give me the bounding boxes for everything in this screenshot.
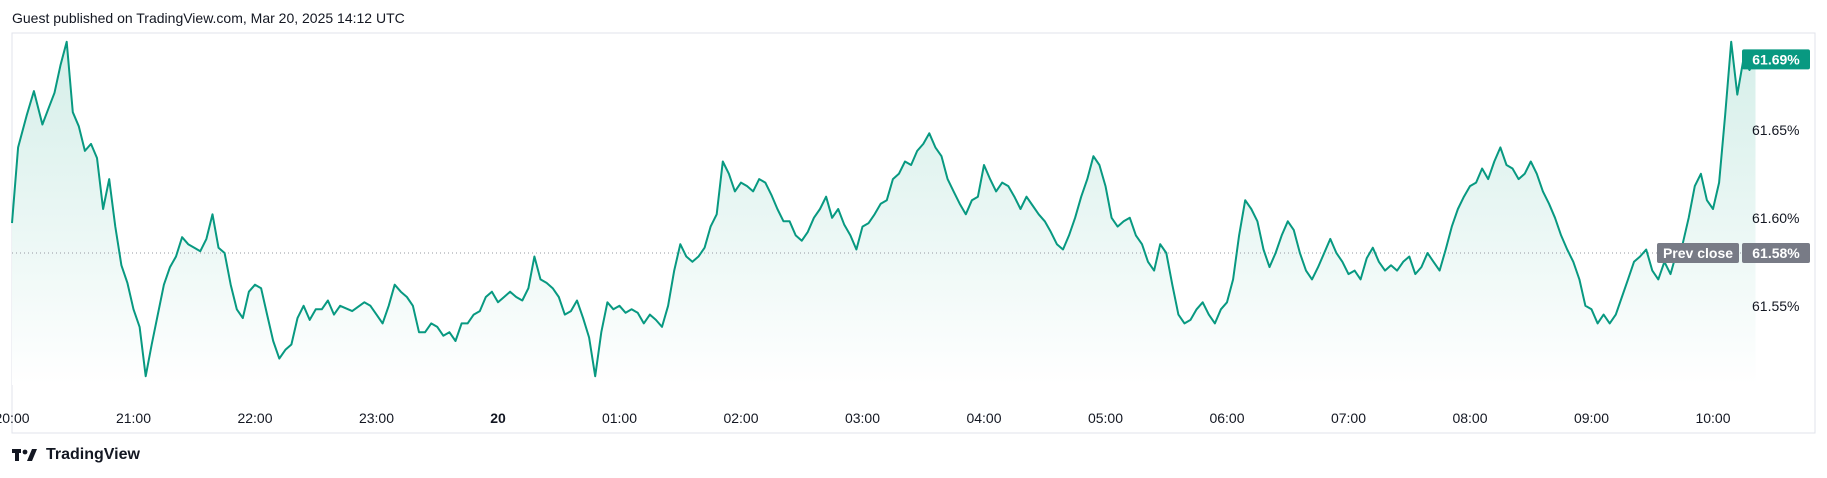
y-tick-label: 61.55%: [1752, 298, 1799, 314]
prev-close-tag-label: Prev close: [1663, 245, 1733, 261]
x-tick-label: 05:00: [1088, 410, 1123, 426]
tradingview-brand: TradingView: [46, 446, 140, 463]
x-tick-label: 20:00: [0, 410, 30, 426]
x-tick-label: 23:00: [359, 410, 394, 426]
series-area: [12, 41, 1756, 386]
x-tick-label: 20: [490, 410, 506, 426]
y-tick-label: 61.60%: [1752, 210, 1799, 226]
series-line: [11, 40, 1757, 378]
last-value-tag: [1742, 49, 1810, 70]
x-tick-label: 08:00: [1452, 410, 1487, 426]
published-caption: Guest published on TradingView.com, Mar …: [12, 10, 405, 26]
x-tick-label: 21:00: [116, 410, 151, 426]
x-tick-label: 02:00: [723, 410, 758, 426]
last-value-label: 61.69%: [1752, 51, 1800, 67]
prev-close-tag: [1657, 243, 1739, 263]
x-tick-label: 04:00: [966, 410, 1001, 426]
prev-close-value-tag: [1742, 243, 1810, 263]
x-tick-label: 06:00: [1209, 410, 1244, 426]
x-tick-label: 09:00: [1574, 410, 1609, 426]
prev-close-value-label: 61.58%: [1752, 245, 1800, 261]
y-tick-label: 61.65%: [1752, 122, 1799, 138]
x-tick-label: 22:00: [237, 410, 272, 426]
x-tick-label: 01:00: [602, 410, 637, 426]
footer: TradingView: [12, 446, 140, 464]
tradingview-logo-icon: [12, 449, 37, 461]
x-tick-label: 10:00: [1695, 410, 1730, 426]
x-tick-label: 07:00: [1331, 410, 1366, 426]
x-tick-label: 03:00: [845, 410, 880, 426]
